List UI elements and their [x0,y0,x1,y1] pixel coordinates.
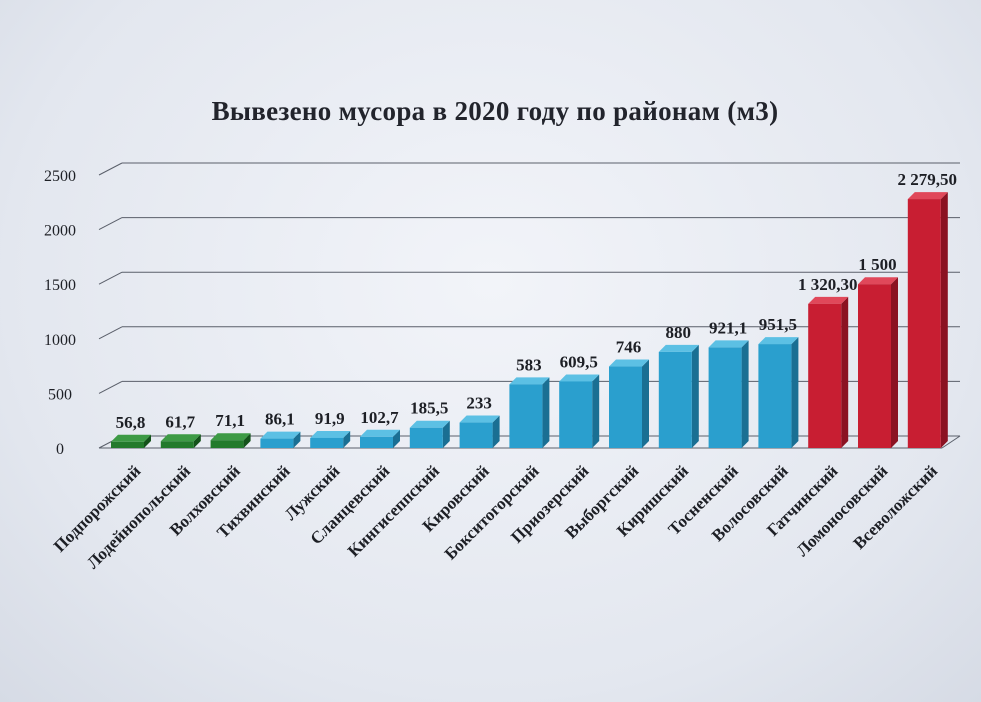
bar [459,422,493,448]
y-tick-label: 0 [56,441,64,458]
gridline-connector [98,162,123,176]
y-tick-label: 2500 [44,168,76,185]
bar-top [111,434,151,442]
x-tick-label: Кингисеппский [344,461,443,560]
y-tick-label: 500 [48,386,72,403]
bar-side [492,415,500,448]
bar-top [858,277,898,285]
bar-side [144,434,151,448]
bar [808,303,842,448]
bar-side [542,377,550,448]
bar-side [940,192,948,448]
data-label: 1 500 [858,255,896,274]
gridline-connector [98,271,123,285]
bar-top [310,430,351,438]
bar-side [642,359,649,448]
data-label: 1 320,30 [798,275,858,294]
bar-top [210,433,251,441]
bar [858,284,891,448]
bar [708,347,742,448]
bar-top [808,296,849,304]
bar [360,436,393,448]
data-label: 71,1 [215,411,245,430]
bar-top [459,415,500,423]
data-label: 233 [466,394,492,413]
bar [210,440,244,448]
x-tick-label: Ломоносовский [793,461,892,560]
bar [310,437,344,448]
bar [509,384,543,448]
bar-side [293,431,301,448]
bar-top [658,344,699,352]
bar-top [708,340,749,348]
bar [160,441,194,448]
gridline-connector [98,380,123,394]
data-label: 746 [616,338,642,357]
bar-side [691,344,699,448]
data-label: 951,5 [759,315,797,334]
data-label: 583 [516,355,542,374]
bar [260,438,294,448]
bar-top [260,431,301,439]
data-label: 880 [666,323,692,342]
bar-side [841,296,849,448]
data-label: 91,9 [315,409,345,428]
data-label: 61,7 [165,412,195,431]
bar [907,199,941,448]
bar-side [592,374,600,448]
bar-top [409,420,450,428]
bar-top [758,337,799,345]
bar-side [442,420,450,448]
y-tick-label: 1000 [44,332,76,349]
bar-side [741,340,749,448]
bar [758,344,792,448]
bar-top [907,192,948,200]
data-label: 86,1 [265,410,295,429]
bar [658,351,692,448]
floor-right-edge [941,435,961,449]
data-label: 2 279,50 [898,170,958,189]
bar-side [891,277,898,448]
data-label: 921,1 [709,318,747,337]
data-label: 609,5 [560,352,598,371]
bar-top [360,429,400,437]
y-tick-label: 1500 [44,277,76,294]
y-tick-label: 2000 [44,223,76,240]
bar-side [243,433,251,448]
chart-title: Вывезено мусора в 2020 году по районам (… [211,96,779,126]
bar-top [509,377,550,385]
gridline-connector [98,326,123,340]
data-label: 56,8 [116,413,146,432]
data-label: 102,7 [360,408,399,427]
bar [111,441,144,448]
bar-side [393,429,400,448]
x-tick-label: Подпорожский [50,461,145,556]
bar-top [609,359,649,367]
bar-top [160,434,201,442]
data-label: 185,5 [410,399,448,418]
bar-side [343,430,351,448]
bar-side [791,337,799,448]
bar [409,427,443,448]
bar-side [193,434,201,448]
bar [559,381,593,448]
bar [609,366,642,448]
gridline-connector [98,217,123,231]
bar-top [559,374,600,382]
